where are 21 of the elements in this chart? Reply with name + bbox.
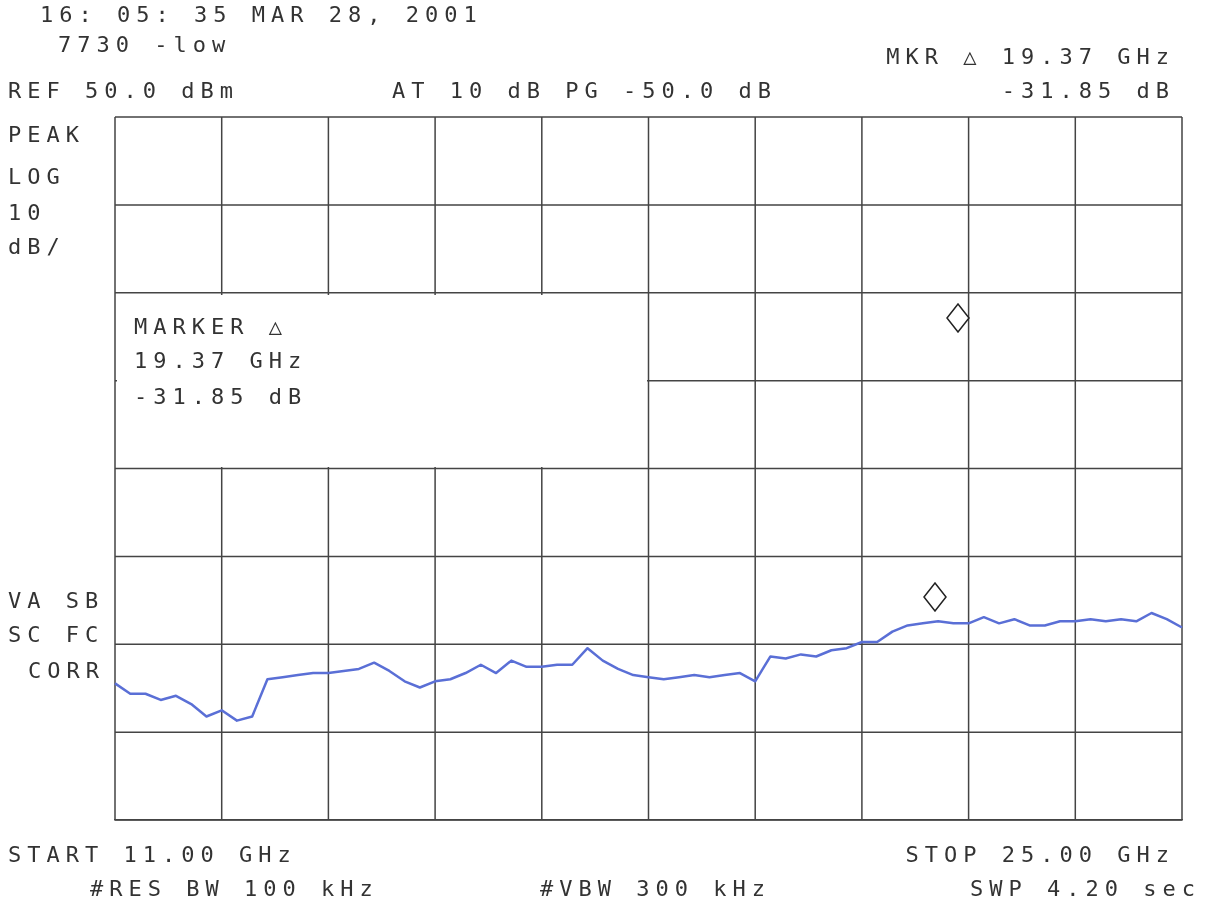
text: PEAK bbox=[8, 122, 85, 148]
text: CORR bbox=[28, 658, 105, 684]
text: 7730 -low bbox=[58, 32, 232, 58]
text: 10 bbox=[8, 200, 47, 226]
text: MARKER △ bbox=[134, 314, 288, 340]
text: #RES BW 100 kHz bbox=[90, 876, 379, 902]
text: dB/ bbox=[8, 234, 66, 260]
text: MKR △ 19.37 GHz bbox=[886, 44, 1175, 70]
text: AT 10 dB PG -50.0 dB bbox=[392, 78, 777, 104]
text: LOG bbox=[8, 164, 66, 190]
chart-title: 16: 05: 35 MAR 28, 2001 bbox=[40, 2, 483, 28]
text: REF 50.0 dBm bbox=[8, 78, 239, 104]
text: #VBW 300 kHz bbox=[540, 876, 771, 902]
text: VA SB bbox=[8, 588, 105, 614]
text: SWP 4.20 sec bbox=[970, 876, 1201, 902]
text: -31.85 dB bbox=[1001, 78, 1175, 104]
text: SC FC bbox=[8, 622, 105, 648]
text: 19.37 GHz bbox=[134, 348, 308, 374]
text: STOP 25.00 GHz bbox=[905, 842, 1175, 868]
text: START 11.00 GHz bbox=[8, 842, 297, 868]
text: -31.85 dB bbox=[134, 384, 308, 410]
